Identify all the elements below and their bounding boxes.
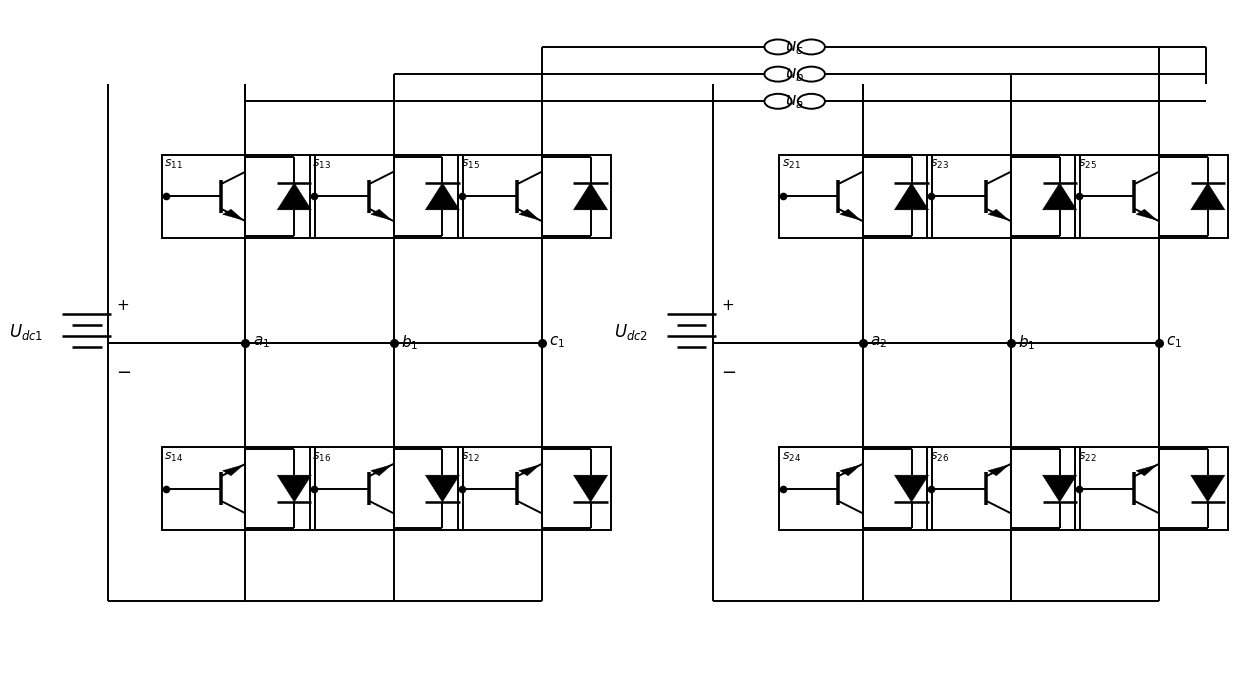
Bar: [310, 447, 463, 530]
Bar: [928, 155, 1080, 238]
Polygon shape: [371, 209, 392, 221]
Text: $s_{16}$: $s_{16}$: [312, 451, 331, 464]
Text: $u_b$: $u_b$: [785, 65, 805, 83]
Polygon shape: [894, 183, 929, 210]
Text: $a_2$: $a_2$: [870, 335, 887, 350]
Polygon shape: [839, 209, 861, 221]
Text: $s_{11}$: $s_{11}$: [165, 158, 184, 171]
Bar: [310, 155, 463, 238]
Text: $s_{24}$: $s_{24}$: [781, 451, 801, 464]
Bar: [458, 447, 611, 530]
Polygon shape: [988, 464, 1009, 476]
Text: $s_{25}$: $s_{25}$: [1078, 158, 1096, 171]
Polygon shape: [518, 209, 539, 221]
Text: $s_{12}$: $s_{12}$: [460, 451, 480, 464]
Text: $b_1$: $b_1$: [1018, 333, 1035, 352]
Bar: [162, 155, 315, 238]
Bar: [928, 447, 1080, 530]
Text: $c_1$: $c_1$: [1167, 335, 1183, 350]
Polygon shape: [1190, 475, 1225, 502]
Polygon shape: [1136, 464, 1157, 476]
Text: −: −: [722, 364, 737, 382]
Bar: [779, 447, 932, 530]
Text: $s_{13}$: $s_{13}$: [312, 158, 331, 171]
Polygon shape: [222, 209, 243, 221]
Polygon shape: [278, 475, 311, 502]
Text: $b_1$: $b_1$: [401, 333, 418, 352]
Text: $u_a$: $u_a$: [785, 92, 804, 110]
Polygon shape: [1136, 209, 1157, 221]
Text: $U_{dc2}$: $U_{dc2}$: [614, 323, 649, 342]
Text: +: +: [117, 297, 129, 312]
Text: $c_1$: $c_1$: [549, 335, 565, 350]
Text: $U_{dc1}$: $U_{dc1}$: [9, 323, 43, 342]
Polygon shape: [839, 464, 861, 476]
Bar: [1075, 447, 1228, 530]
Polygon shape: [425, 183, 460, 210]
Polygon shape: [988, 209, 1009, 221]
Polygon shape: [518, 464, 539, 476]
Polygon shape: [222, 464, 243, 476]
Bar: [458, 155, 611, 238]
Text: $s_{14}$: $s_{14}$: [165, 451, 184, 464]
Text: $s_{21}$: $s_{21}$: [781, 158, 800, 171]
Text: −: −: [117, 364, 131, 382]
Polygon shape: [1043, 183, 1076, 210]
Polygon shape: [371, 464, 392, 476]
Text: $u_c$: $u_c$: [785, 38, 804, 56]
Polygon shape: [573, 183, 608, 210]
Text: $s_{23}$: $s_{23}$: [930, 158, 949, 171]
Bar: [162, 447, 315, 530]
Polygon shape: [1190, 183, 1225, 210]
Polygon shape: [573, 475, 608, 502]
Text: $s_{15}$: $s_{15}$: [460, 158, 480, 171]
Polygon shape: [1043, 475, 1076, 502]
Text: $s_{22}$: $s_{22}$: [1078, 451, 1096, 464]
Polygon shape: [894, 475, 929, 502]
Polygon shape: [425, 475, 460, 502]
Bar: [779, 155, 932, 238]
Text: +: +: [722, 297, 734, 312]
Polygon shape: [278, 183, 311, 210]
Bar: [1075, 155, 1228, 238]
Text: $s_{26}$: $s_{26}$: [930, 451, 949, 464]
Text: $a_1$: $a_1$: [253, 335, 270, 350]
